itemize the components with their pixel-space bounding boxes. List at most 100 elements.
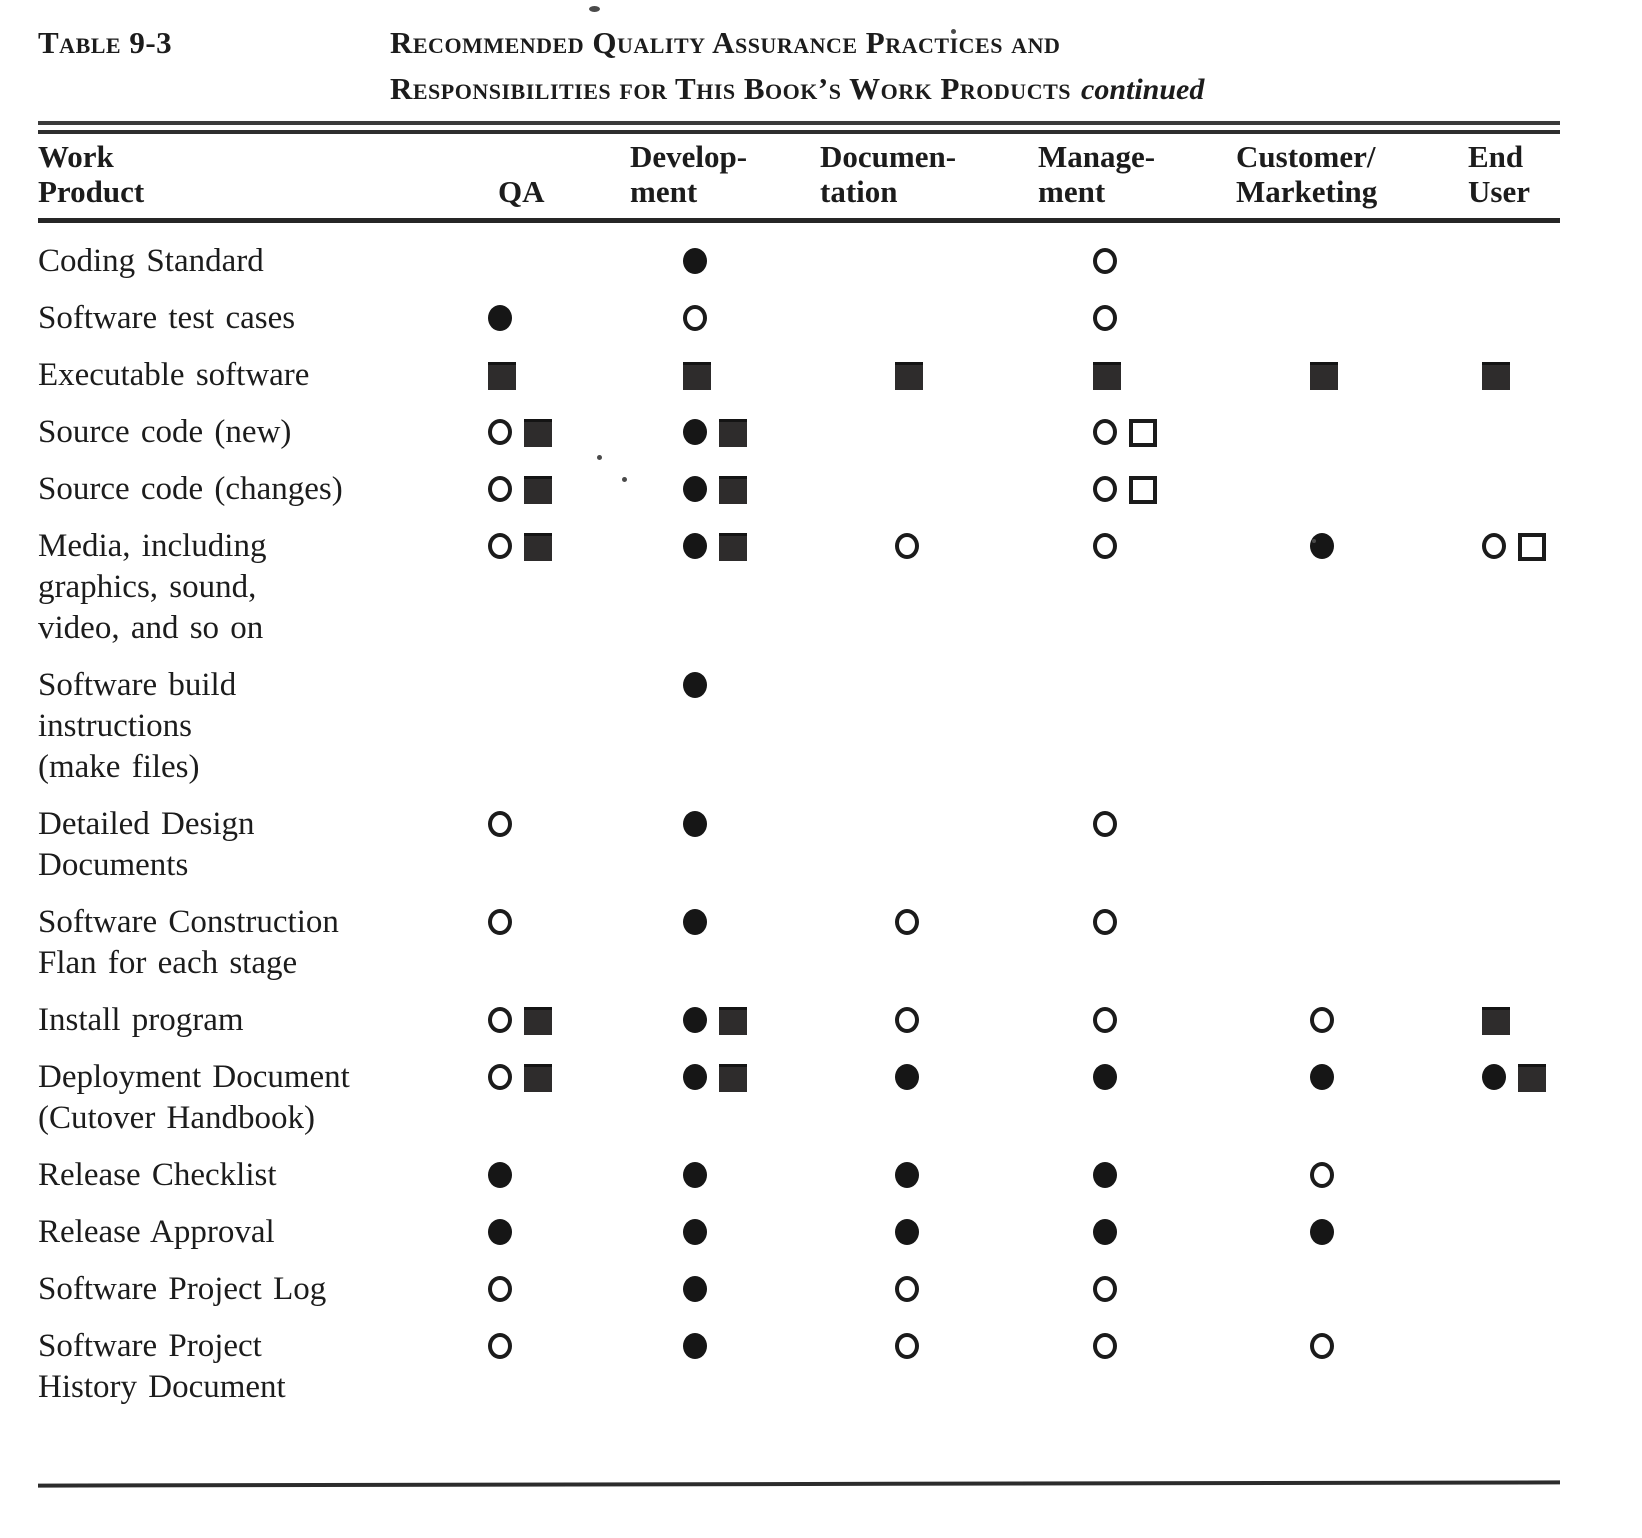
table-title: Recommended Quality Assurance Practices … [390,20,1204,113]
cell-customer_marketing [1230,1326,1462,1359]
filled-square-symbol [719,1007,747,1035]
open-circle-symbol [488,1007,512,1033]
cell-end_user [1462,804,1560,811]
filled-circle-symbol [895,1219,919,1245]
filled-circle-symbol [895,1064,919,1090]
cell-documentation [815,902,1035,935]
cell-customer_marketing [1230,1212,1462,1245]
work-product-label: Software Project History Document [38,1328,286,1405]
open-circle-symbol [488,811,512,837]
cell-management [1035,355,1230,390]
open-circle-symbol [683,305,707,331]
filled-square-symbol [1518,1064,1546,1092]
cell-development [620,1057,815,1092]
open-circle-symbol [895,1276,919,1302]
cell-qa [470,1155,620,1188]
scan-artifact [589,6,600,12]
cell-customer_marketing [1230,1000,1462,1033]
filled-square-symbol [895,362,923,390]
open-circle-symbol [1093,419,1117,445]
open-circle-symbol [488,1276,512,1302]
table-row: Source code (new) [38,412,1560,453]
header-divider-rule [38,218,1560,223]
cell-customer_marketing [1230,1269,1462,1276]
table-row: Software Project Log [38,1269,1560,1310]
cell-development [620,902,815,935]
cell-end_user [1462,526,1560,561]
cell-customer_marketing [1230,355,1462,390]
cell-management [1035,241,1230,274]
cell-documentation [815,1057,1035,1090]
cell-qa [470,241,620,248]
cell-development [620,1269,815,1302]
open-circle-symbol [1093,248,1117,274]
open-circle-symbol [1093,1276,1117,1302]
filled-square-symbol [524,533,552,561]
open-circle-symbol [488,419,512,445]
cell-development [620,1000,815,1035]
filled-circle-symbol [683,419,707,445]
filled-circle-symbol [683,811,707,837]
open-circle-symbol [488,909,512,935]
open-circle-symbol [1310,1162,1334,1188]
table-row: Install program [38,1000,1560,1041]
filled-circle-symbol [683,1219,707,1245]
cell-management [1035,1057,1230,1090]
cell-management [1035,665,1230,672]
filled-square-symbol [719,533,747,561]
open-circle-symbol [488,476,512,502]
cell-qa [470,902,620,935]
cell-qa [470,1057,620,1092]
cell-development [620,298,815,331]
cell-management [1035,526,1230,559]
cell-end_user [1462,1000,1560,1035]
open-circle-symbol [895,1007,919,1033]
work-product-label: Media, including graphics, sound, video,… [38,528,267,646]
cell-customer_marketing [1230,412,1462,419]
open-circle-symbol [1093,1333,1117,1359]
cell-customer_marketing [1230,804,1462,811]
filled-square-symbol [719,476,747,504]
cell-documentation [815,804,1035,811]
cell-qa [470,1326,620,1359]
table-row: Software Project History Document [38,1326,1560,1408]
open-circle-symbol [1093,909,1117,935]
open-circle-symbol [895,909,919,935]
table-9-3: Table 9-3 Recommended Quality Assurance … [37,20,1561,1488]
cell-documentation [815,355,1035,390]
scan-artifact [1312,539,1316,543]
filled-square-symbol [524,419,552,447]
work-product-label: Source code (changes) [38,471,343,507]
open-circle-symbol [1093,305,1117,331]
cell-management [1035,1212,1230,1245]
open-square-symbol [1518,533,1546,561]
cell-management [1035,1000,1230,1033]
column-header-qa: QA [498,174,545,209]
cell-customer_marketing [1230,469,1462,476]
open-circle-symbol [488,1064,512,1090]
filled-circle-symbol [683,1276,707,1302]
work-product-label: Release Approval [38,1214,275,1250]
open-square-symbol [1129,419,1157,447]
cell-management [1035,1269,1230,1302]
open-circle-symbol [1093,476,1117,502]
filled-circle-symbol [1093,1162,1117,1188]
filled-circle-symbol [1310,1064,1334,1090]
cell-documentation [815,412,1035,419]
open-circle-symbol [488,1333,512,1359]
cell-management [1035,298,1230,331]
table-title-line1: Recommended Quality Assurance Practices … [390,25,1061,60]
cell-qa [470,665,620,672]
table-caption: Table 9-3 Recommended Quality Assurance … [38,20,1560,113]
cell-end_user [1462,665,1560,672]
filled-circle-symbol [683,533,707,559]
cell-qa [470,1000,620,1035]
cell-development [620,804,815,837]
scan-artifact [597,455,602,460]
cell-end_user [1462,902,1560,909]
cell-development [620,1155,815,1188]
cell-qa [470,526,620,561]
table-row: Software Construction Flan for each stag… [38,902,1560,984]
table-title-continued: continued [1081,73,1205,106]
work-product-label: Deployment Document (Cutover Handbook) [38,1059,350,1136]
